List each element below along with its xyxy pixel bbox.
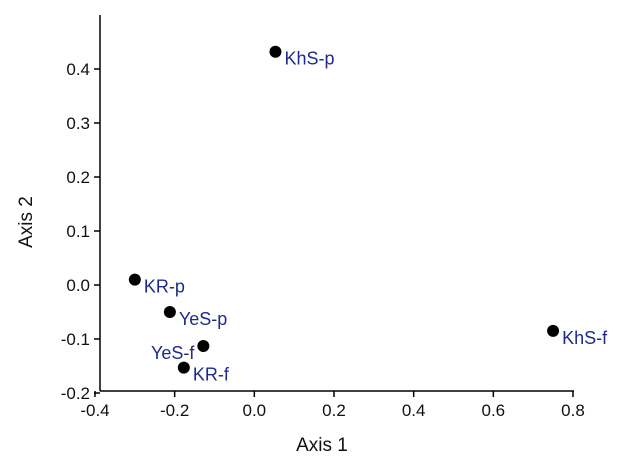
y-tick-label: 0.4 [66,60,90,79]
y-ticks: -0.2 -0.1 0.0 0.1 0.2 0.3 0.4 [61,60,100,403]
data-point-label: YeS-f [151,343,195,363]
x-tick-label: 0.2 [322,401,346,420]
x-tick-label: -0.4 [80,401,109,420]
y-axis-title: Axis 2 [16,196,37,248]
data-point [269,45,282,58]
y-tick-label: 0.2 [66,168,90,187]
y-tick-label: 0.1 [66,222,90,241]
data-point-label: KR-p [144,277,185,297]
x-tick-label: 0.6 [482,401,506,420]
y-tick-label: 0.0 [66,276,90,295]
data-point [177,361,190,374]
data-point-label: KhS-f [562,328,608,348]
axes [99,15,574,392]
x-tick-label: -0.2 [160,401,189,420]
data-point [547,324,560,337]
x-tick-label: 0.8 [561,401,585,420]
data-point [163,306,176,318]
x-tick-label: 0.0 [243,401,267,420]
x-tick-label: 0.4 [402,401,426,420]
y-tick-label: -0.2 [61,384,90,403]
data-point [128,273,141,286]
x-ticks: -0.4 -0.2 0.0 0.2 0.4 0.6 0.8 [80,391,585,420]
y-tick-label: -0.1 [61,330,90,349]
y-tick-label: 0.3 [66,114,90,133]
x-axis-title: Axis 1 [296,435,348,456]
data-point-label: YeS-p [179,309,227,329]
data-point-label: KhS-p [284,49,334,69]
data-point [197,340,210,353]
data-point-label: KR-f [193,365,230,385]
data-points: KhS-p KR-p YeS-p YeS-fKR-f KhS-f [128,45,608,385]
